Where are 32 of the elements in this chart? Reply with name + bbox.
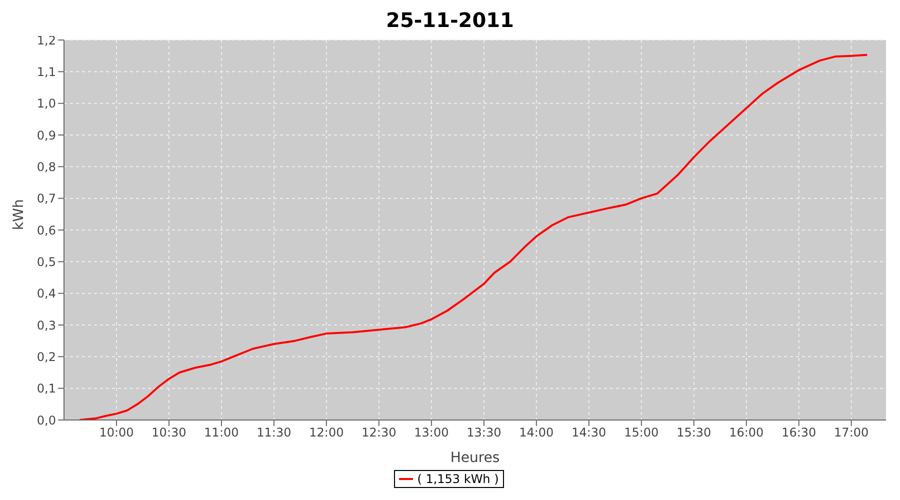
x-tick-label: 10:30 xyxy=(152,426,186,440)
y-tick-label: 0,9 xyxy=(36,128,56,142)
line-series xyxy=(78,54,868,420)
y-tick-label: 1,1 xyxy=(36,64,56,79)
x-tick-label: 16:30 xyxy=(782,426,816,440)
x-tick-label: 11:00 xyxy=(204,426,239,440)
y-tick-label: 0,6 xyxy=(36,223,56,238)
x-tick-label: 14:00 xyxy=(519,426,554,440)
x-tick-label: 13:30 xyxy=(466,426,502,440)
x-tick-label: 14:30 xyxy=(572,426,606,440)
y-axis-title: kWh xyxy=(10,199,27,230)
y-tick-label: 0,3 xyxy=(36,318,56,332)
x-tick-label: 10:00 xyxy=(99,426,134,440)
x-tick-label: 17:00 xyxy=(834,426,869,440)
x-tick-label: 12:30 xyxy=(362,426,396,440)
y-tick-label: 0,7 xyxy=(36,192,56,206)
y-tick-label: 0,5 xyxy=(36,254,56,269)
y-tick-label: 0,8 xyxy=(36,160,56,174)
x-tick-label: 15:00 xyxy=(624,426,659,440)
x-axis-title: Heures xyxy=(450,450,500,466)
y-tick-label: 0,1 xyxy=(36,382,56,396)
y-tick-label: 0,4 xyxy=(36,286,56,301)
x-tick-label: 16:00 xyxy=(729,426,764,440)
legend-label: ( 1,153 kWh ) xyxy=(417,472,499,486)
x-tick-label: 15:30 xyxy=(676,426,712,440)
x-tick-label: 11:30 xyxy=(256,426,292,440)
y-tick-label: 0,0 xyxy=(36,413,56,428)
x-tick-label: 12:00 xyxy=(309,426,344,440)
y-tick-label: 1,0 xyxy=(36,96,56,111)
chart-title: 25-11-2011 xyxy=(386,8,514,32)
y-tick-label: 0,2 xyxy=(36,350,56,364)
x-tick-label: 13:00 xyxy=(414,426,449,440)
